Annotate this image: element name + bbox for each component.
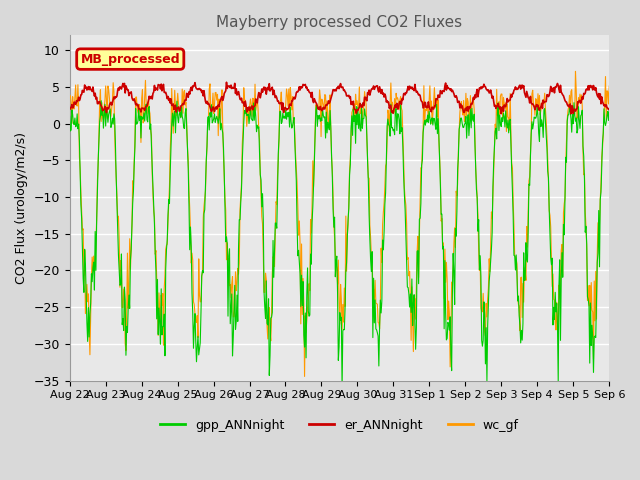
er_ANNnight <box>422 100 429 106</box>
Line: gpp_ANNnight: gpp_ANNnight <box>70 101 609 387</box>
wc_gf <box>131 137 139 143</box>
er_ANNnight <box>223 79 230 85</box>
gpp_ANNnight <box>97 98 105 104</box>
wc_gf <box>76 154 83 160</box>
gpp_ANNnight <box>406 291 414 297</box>
er_ANNnight <box>76 97 83 103</box>
gpp_ANNnight <box>215 114 223 120</box>
er_ANNnight <box>605 106 613 112</box>
wc_gf <box>406 269 413 275</box>
wc_gf <box>572 69 579 74</box>
er_ANNnight <box>214 102 222 108</box>
er_ANNnight <box>66 105 74 110</box>
wc_gf <box>186 205 193 211</box>
gpp_ANNnight <box>66 113 74 119</box>
gpp_ANNnight <box>187 224 195 230</box>
wc_gf <box>605 83 613 89</box>
gpp_ANNnight <box>76 138 83 144</box>
er_ANNnight <box>131 98 139 104</box>
wc_gf <box>422 107 429 112</box>
er_ANNnight <box>186 91 193 97</box>
wc_gf <box>66 94 74 99</box>
Y-axis label: CO2 Flux (urology/m2/s): CO2 Flux (urology/m2/s) <box>15 132 28 284</box>
Line: er_ANNnight: er_ANNnight <box>70 82 609 114</box>
er_ANNnight <box>567 111 575 117</box>
gpp_ANNnight <box>422 117 430 122</box>
Text: MB_processed: MB_processed <box>81 53 180 66</box>
Line: wc_gf: wc_gf <box>70 72 609 376</box>
Legend: gpp_ANNnight, er_ANNnight, wc_gf: gpp_ANNnight, er_ANNnight, wc_gf <box>155 414 524 437</box>
gpp_ANNnight <box>338 384 346 390</box>
Title: Mayberry processed CO2 Fluxes: Mayberry processed CO2 Fluxes <box>216 15 463 30</box>
er_ANNnight <box>406 84 413 89</box>
wc_gf <box>214 133 222 139</box>
gpp_ANNnight <box>132 106 140 111</box>
gpp_ANNnight <box>605 108 613 113</box>
wc_gf <box>301 373 308 379</box>
